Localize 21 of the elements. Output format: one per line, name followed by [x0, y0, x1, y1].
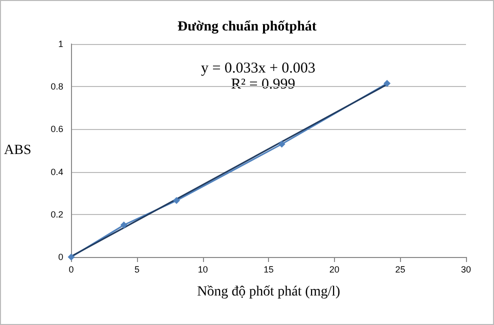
- x-tick-label: 10: [198, 264, 208, 274]
- y-tick-label: 0.2: [50, 209, 64, 220]
- y-tick-label: 0.8: [50, 82, 64, 92]
- point: [173, 197, 180, 204]
- x-tick-label: 30: [460, 264, 472, 274]
- point: [384, 80, 391, 87]
- x-tick-label: 20: [329, 264, 340, 274]
- point: [120, 222, 128, 229]
- x-axis-title: Nồng độ phốt phát (mg/l): [197, 284, 340, 300]
- y-axis-title: ABS: [4, 143, 32, 158]
- y-tick-label: 1: [58, 39, 64, 49]
- x-tick-label: 0: [68, 264, 74, 274]
- chart-title: Đường chuẩn phốtphát: [177, 20, 317, 34]
- annotation: y = 0.033x + 0.003: [201, 60, 316, 76]
- x-tick-label: 5: [134, 264, 140, 274]
- point: [278, 140, 286, 148]
- x-tick-label: 25: [395, 264, 406, 274]
- y-tick-label: 0.6: [50, 124, 64, 134]
- y-tick-label: 0.4: [50, 166, 64, 177]
- x-tick-label: 15: [264, 264, 274, 274]
- y-tick-label: 0: [58, 252, 64, 262]
